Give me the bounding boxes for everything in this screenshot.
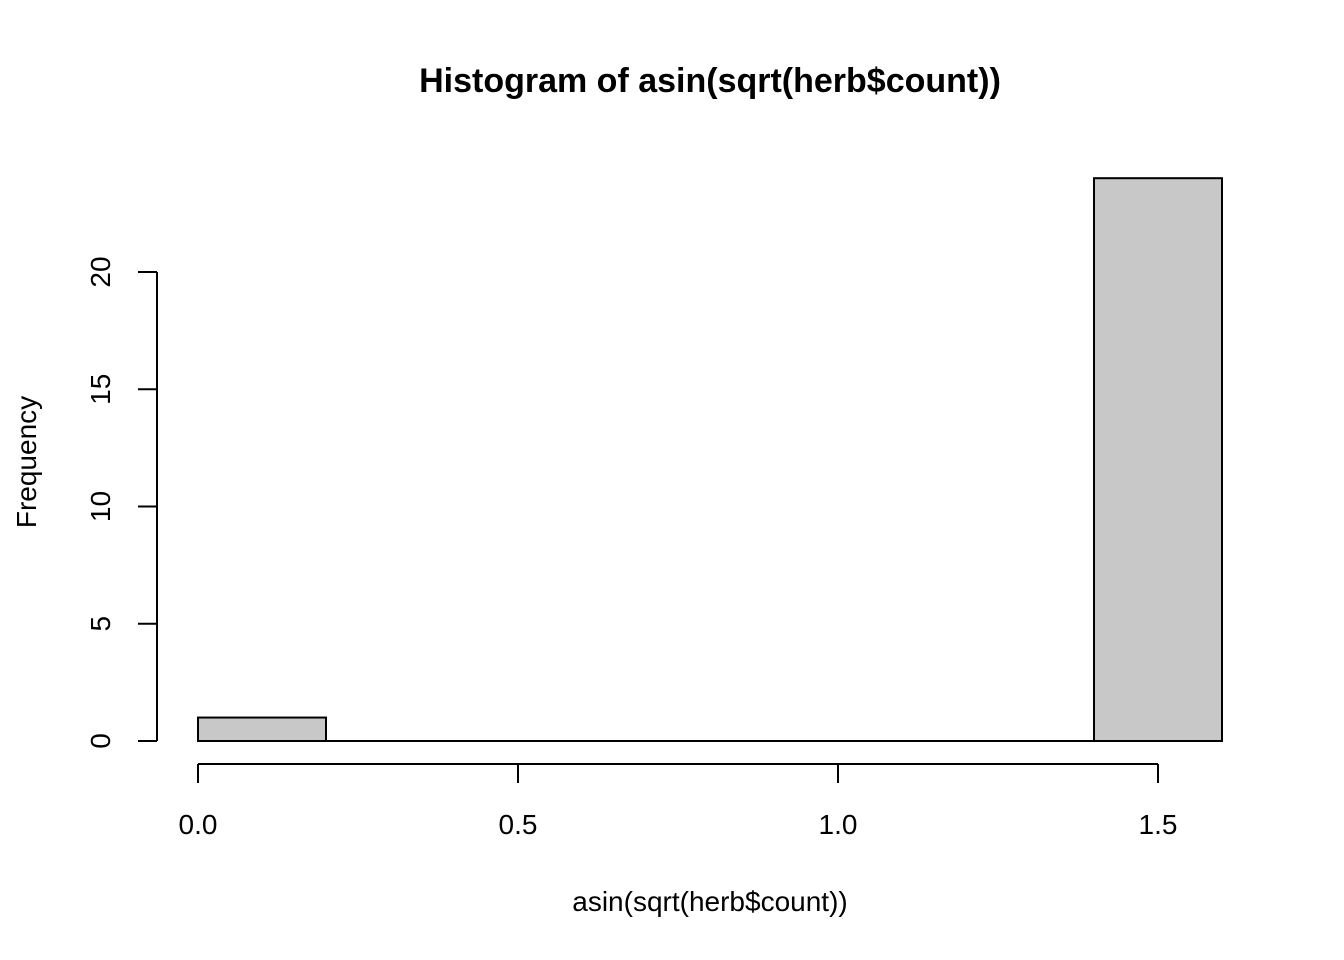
histogram-bar	[1093, 177, 1223, 742]
y-tick-label: 0	[85, 733, 116, 749]
x-tick-label: 1.0	[819, 809, 858, 840]
y-tick-label: 10	[85, 491, 116, 522]
y-tick-label: 15	[85, 374, 116, 405]
y-tick-label: 20	[85, 256, 116, 287]
y-axis-label: Frequency	[11, 396, 42, 528]
x-tick-label: 0.5	[499, 809, 538, 840]
x-tick-label: 0.0	[179, 809, 218, 840]
x-axis: 0.0 0.5 1.0 1.5	[179, 763, 1178, 840]
y-axis: 0 5 10 15 20	[85, 256, 158, 749]
chart-title: Histogram of asin(sqrt(herb$count))	[419, 62, 1001, 100]
bars-group	[197, 177, 1223, 742]
x-axis-label: asin(sqrt(herb$count))	[572, 886, 847, 917]
y-tick-label: 5	[85, 616, 116, 632]
histogram-bar	[197, 716, 327, 742]
x-tick-label: 1.5	[1139, 809, 1178, 840]
